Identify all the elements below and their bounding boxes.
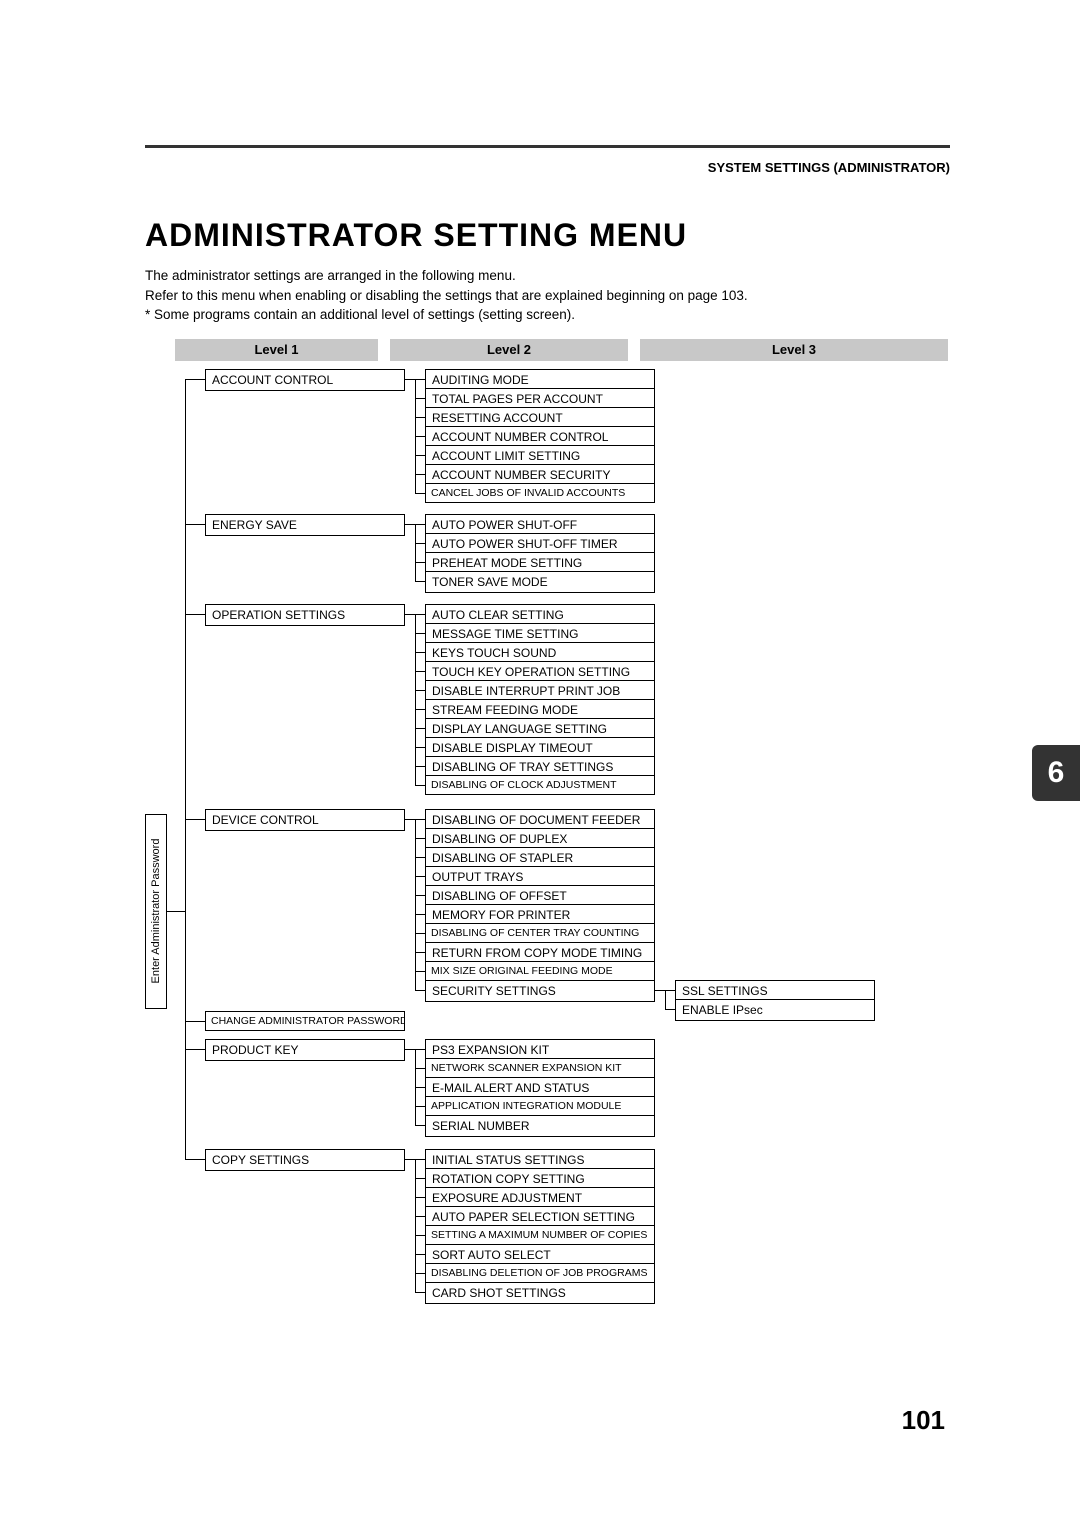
level2-copy_settings-7: CARD SHOT SETTINGS xyxy=(425,1282,655,1304)
header-level-1: Level 1 xyxy=(175,339,380,361)
page-number: 101 xyxy=(902,1405,945,1436)
level3-security-1: ENABLE IPsec xyxy=(675,999,875,1021)
level1-operation_settings: OPERATION SETTINGS xyxy=(205,604,405,626)
intro-text: The administrator settings are arranged … xyxy=(145,266,950,325)
column-headers: Level 1 Level 2 Level 3 xyxy=(175,339,950,361)
level2-operation_settings-9: DISABLING OF CLOCK ADJUSTMENT xyxy=(425,775,655,795)
level2-device_control-8: MIX SIZE ORIGINAL FEEDING MODE xyxy=(425,961,655,981)
level1-copy_settings: COPY SETTINGS xyxy=(205,1149,405,1171)
level2-copy_settings-6: DISABLING DELETION OF JOB PROGRAMS xyxy=(425,1263,655,1283)
menu-tree-diagram: Level 1 Level 2 Level 3 Enter Administra… xyxy=(145,339,950,1199)
level1-account_control: ACCOUNT CONTROL xyxy=(205,369,405,391)
header-level-2: Level 2 xyxy=(390,339,630,361)
level1-change_password: CHANGE ADMINISTRATOR PASSWORD xyxy=(205,1011,405,1031)
level1-device_control: DEVICE CONTROL xyxy=(205,809,405,831)
level2-account_control-6: CANCEL JOBS OF INVALID ACCOUNTS xyxy=(425,483,655,503)
level2-device_control-6: DISABLING OF CENTER TRAY COUNTING xyxy=(425,923,655,943)
level2-device_control-9: SECURITY SETTINGS xyxy=(425,980,655,1002)
page-title: ADMINISTRATOR SETTING MENU xyxy=(145,217,950,254)
intro-line-1: The administrator settings are arranged … xyxy=(145,266,950,286)
header-rule xyxy=(145,145,950,148)
intro-line-3: * Some programs contain an additional le… xyxy=(145,305,950,325)
level2-product_key-4: SERIAL NUMBER xyxy=(425,1115,655,1137)
intro-line-2: Refer to this menu when enabling or disa… xyxy=(145,286,950,306)
level2-product_key-3: APPLICATION INTEGRATION MODULE xyxy=(425,1096,655,1116)
header-level-3: Level 3 xyxy=(640,339,950,361)
password-sidebar-label: Enter Administrator Password xyxy=(150,839,162,984)
chapter-tab: 6 xyxy=(1032,745,1080,801)
level2-product_key-1: NETWORK SCANNER EXPANSION KIT xyxy=(425,1058,655,1078)
level2-copy_settings-4: SETTING A MAXIMUM NUMBER OF COPIES xyxy=(425,1225,655,1245)
level1-energy_save: ENERGY SAVE xyxy=(205,514,405,536)
password-sidebar-box: Enter Administrator Password xyxy=(145,814,167,1009)
breadcrumb: SYSTEM SETTINGS (ADMINISTRATOR) xyxy=(145,160,950,175)
level2-energy_save-3: TONER SAVE MODE xyxy=(425,571,655,593)
level1-product_key: PRODUCT KEY xyxy=(205,1039,405,1061)
